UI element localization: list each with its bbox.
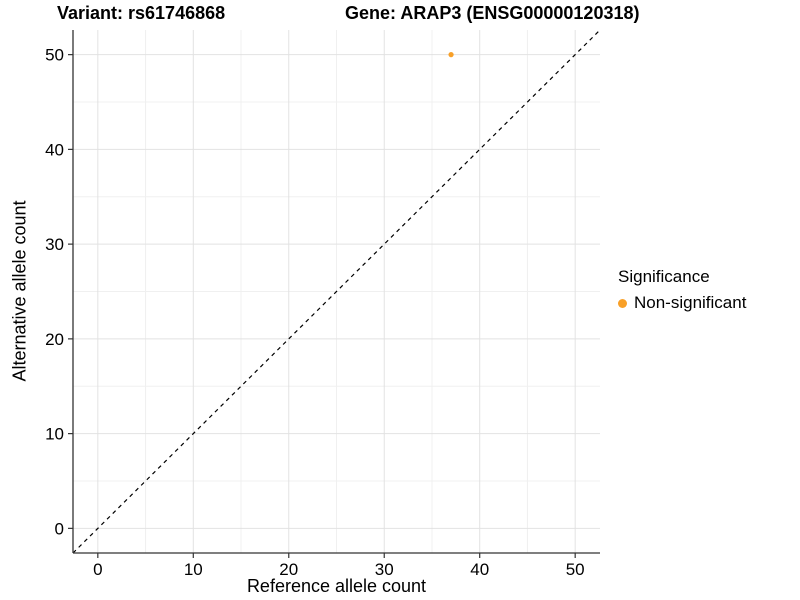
identity-reference-line [72,29,601,554]
y-tick-label: 10 [45,425,64,444]
x-tick-label: 40 [470,560,489,579]
plot-title-variant: Variant: rs61746868 [57,3,226,23]
x-tick-label: 0 [93,560,102,579]
legend: Significance Non-significant [618,267,746,313]
x-tick-label: 20 [279,560,298,579]
x-tick-label: 30 [375,560,394,579]
plot-title-gene: Gene: ARAP3 (ENSG00000120318) [345,3,640,23]
y-axis-title: Alternative allele count [9,200,30,382]
legend-items: Non-significant [618,293,746,313]
legend-title: Significance [618,267,710,286]
y-tick-label: 30 [45,235,64,254]
y-tick-label: 20 [45,330,64,349]
y-tick-label: 0 [55,519,64,538]
x-tick-label: 10 [184,560,203,579]
x-axis-title: Reference allele count [246,576,427,596]
legend-item-label: Non-significant [634,293,747,312]
y-tick-label: 40 [45,140,64,159]
y-tick-label: 50 [45,46,64,65]
legend-key-dot-icon [618,298,627,308]
data-point [448,52,454,58]
legend-item: Non-significant [618,293,746,313]
x-tick-label: 50 [566,560,585,579]
